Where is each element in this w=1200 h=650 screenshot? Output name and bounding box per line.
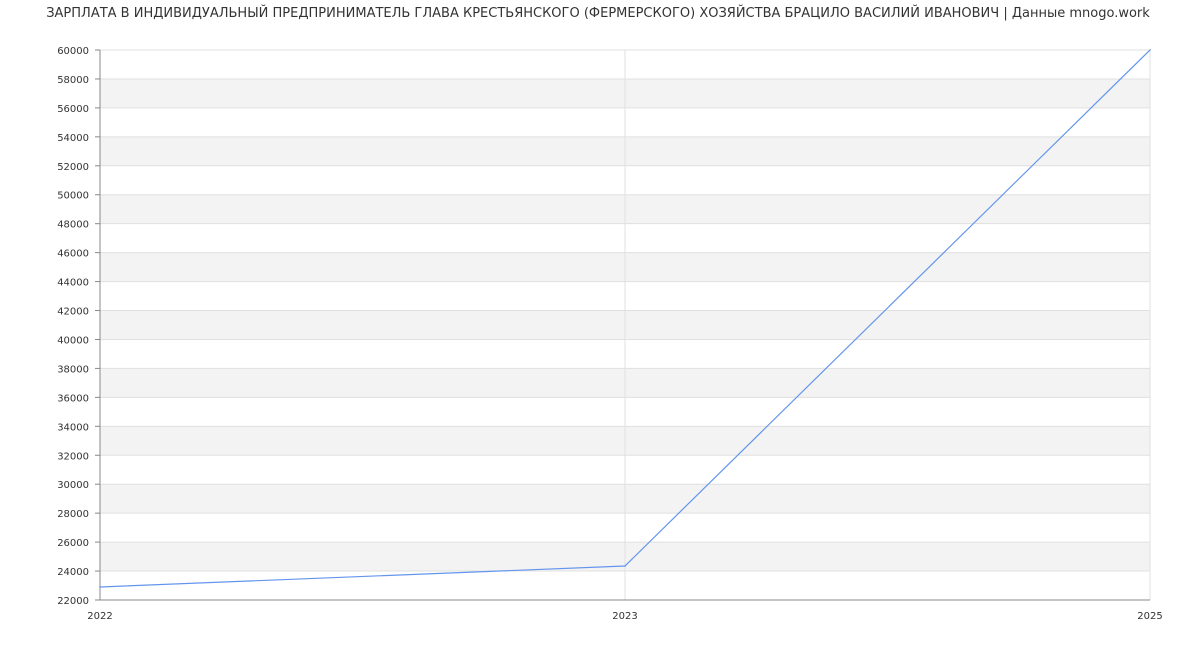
y-tick-label: 50000 — [57, 191, 89, 202]
y-tick-label: 52000 — [57, 162, 89, 173]
y-tick-label: 30000 — [57, 480, 89, 491]
y-tick-label: 60000 — [57, 46, 89, 57]
y-tick-label: 38000 — [57, 364, 89, 375]
data-point — [1149, 49, 1151, 51]
y-tick-label: 48000 — [57, 220, 89, 231]
x-tick-label: 2022 — [87, 611, 112, 622]
y-tick-label: 42000 — [57, 307, 89, 318]
y-tick-label: 24000 — [57, 567, 89, 578]
chart-title: ЗАРПЛАТА В ИНДИВИДУАЛЬНЫЙ ПРЕДПРИНИМАТЕЛ… — [46, 6, 1150, 21]
y-tick-label: 40000 — [57, 335, 89, 346]
y-tick-label: 22000 — [57, 596, 89, 607]
data-point — [624, 565, 626, 567]
y-tick-label: 28000 — [57, 509, 89, 520]
y-tick-label: 44000 — [57, 278, 89, 289]
y-tick-label: 32000 — [57, 451, 89, 462]
y-tick-label: 54000 — [57, 133, 89, 144]
y-tick-label: 36000 — [57, 393, 89, 404]
y-tick-label: 26000 — [57, 538, 89, 549]
y-tick-label: 34000 — [57, 422, 89, 433]
x-tick-label: 2025 — [1137, 611, 1162, 622]
x-tick-label: 2023 — [612, 611, 637, 622]
y-tick-label: 46000 — [57, 249, 89, 260]
data-point — [99, 586, 101, 588]
y-tick-label: 56000 — [57, 104, 89, 115]
y-tick-label: 58000 — [57, 75, 89, 86]
